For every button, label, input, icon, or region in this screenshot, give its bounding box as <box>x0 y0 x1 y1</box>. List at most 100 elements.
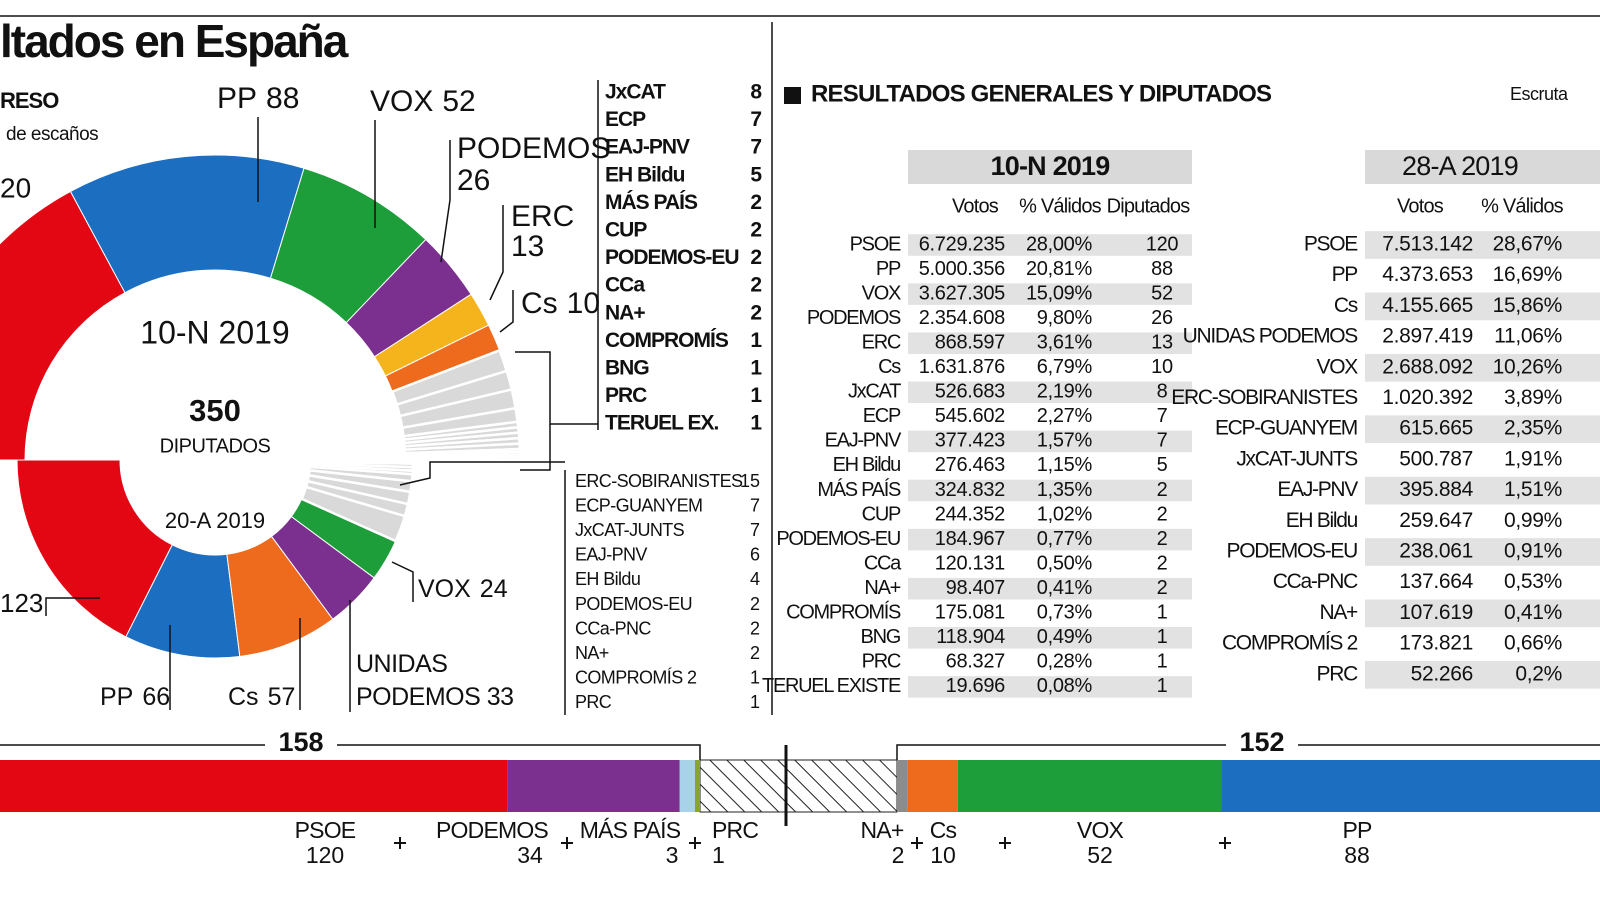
segment-label-part: Cs <box>521 287 558 320</box>
bloc-party-name: PSOE <box>295 817 356 843</box>
leader-line <box>440 140 451 263</box>
bloc-party-name: VOX <box>1077 817 1124 843</box>
minor-party-seats: 2 <box>750 274 762 297</box>
minor-party-name: ERC-SOBIRANISTES <box>575 471 743 491</box>
segment-label: Cs 10 <box>521 287 600 320</box>
row-label: NA+ <box>1319 601 1358 624</box>
section-heading: RESO <box>0 88 59 113</box>
segment-label-part: VOX <box>370 85 433 118</box>
ring-label: 20-A 2019 <box>165 508 265 533</box>
table-cell: 3.627.305 <box>919 282 1005 304</box>
bracket-line <box>399 461 565 486</box>
row-label: TERUEL EXISTE <box>762 675 901 697</box>
row-label: PODEMOS <box>807 307 901 329</box>
row-label: PRC <box>1317 662 1359 685</box>
table-cell: 15,86% <box>1493 294 1562 317</box>
plus-sign <box>561 837 573 849</box>
table-cell: 173.821 <box>1399 632 1473 655</box>
minor-party-name: COMPROMÍS 2 <box>575 668 697 688</box>
bloc-party-name: PRC <box>712 817 758 843</box>
minor-party-name: CCa-PNC <box>575 618 651 638</box>
minor-party-seats: 7 <box>750 495 760 515</box>
table-cell: 259.647 <box>1399 509 1473 532</box>
donut-segment <box>16 459 173 638</box>
row-label: CCa-PNC <box>1273 570 1358 593</box>
table-cell: 2,35% <box>1504 417 1562 440</box>
plus-sign <box>394 837 406 849</box>
minor-party-seats: 2 <box>750 643 760 663</box>
segment-label: PP 88 <box>217 82 299 115</box>
bloc-party-name: NA+ <box>861 817 904 843</box>
table-cell: 0,41% <box>1504 601 1562 624</box>
table-cell: 276.463 <box>935 454 1005 476</box>
row-label: EAJ-PNV <box>825 430 902 452</box>
table-title: 28-A 2019 <box>1402 151 1518 181</box>
minor-party-name: PRC <box>575 692 612 712</box>
row-shade <box>908 627 1192 649</box>
table-cell: 98.407 <box>946 577 1006 599</box>
bloc-party-seats: 88 <box>1344 842 1370 868</box>
table-cell: 0,41% <box>1037 577 1093 599</box>
segment-label-part: UNIDAS PODEMOS <box>356 650 481 711</box>
table-cell: 175.081 <box>935 602 1005 624</box>
table-cell: 68.327 <box>946 651 1006 673</box>
table-cell: 1,91% <box>1504 447 1562 470</box>
table-cell: 1.020.392 <box>1382 386 1473 409</box>
row-label: CCa <box>864 552 902 574</box>
plus-sign <box>689 837 701 849</box>
minor-party-name: PODEMOS-EU <box>575 594 692 614</box>
table-cell: 107.619 <box>1399 601 1473 624</box>
minor-party-name: EH Bildu <box>575 569 640 589</box>
table-cell: 7 <box>1157 405 1168 427</box>
table-cell: 377.423 <box>935 430 1005 452</box>
table-cell: 868.597 <box>935 331 1005 353</box>
table-cell: 395.884 <box>1399 478 1473 501</box>
table-cell: 6.729.235 <box>919 233 1005 255</box>
table-cell: 545.602 <box>935 405 1005 427</box>
row-label: ERC <box>862 331 901 353</box>
table-cell: 5.000.356 <box>919 258 1005 280</box>
table-cell: 2 <box>1157 577 1168 599</box>
table-cell: 0,28% <box>1037 651 1093 673</box>
bloc-party-seats: 52 <box>1087 842 1113 868</box>
table-cell: 500.787 <box>1399 447 1473 470</box>
row-shade <box>908 381 1192 404</box>
table-header-bg <box>908 150 1192 184</box>
row-label: ERC-SOBIRANISTES <box>1171 386 1358 409</box>
bloc-segment <box>1221 760 1600 812</box>
table-cell: 26 <box>1151 307 1173 329</box>
row-label: VOX <box>1317 355 1359 378</box>
row-shade <box>1365 476 1600 505</box>
column-header: % Válidos <box>1481 195 1564 217</box>
minor-party-seats: 15 <box>740 471 760 491</box>
bloc-party-seats: 34 <box>517 842 543 868</box>
table-cell: 324.832 <box>935 479 1005 501</box>
table-cell: 8 <box>1157 381 1168 403</box>
column-header: Votos <box>952 195 999 217</box>
minor-party-seats: 2 <box>750 594 760 614</box>
table-cell: 2.688.092 <box>1382 355 1473 378</box>
minor-party-name: CCa <box>605 274 645 297</box>
section-subheading: de escaños <box>6 124 98 145</box>
row-label: EAJ-PNV <box>1277 478 1358 501</box>
minor-party-name: TERUEL EX. <box>605 412 718 435</box>
minor-party-name: BNG <box>605 357 649 380</box>
bloc-party-name: PODEMOS <box>436 817 548 843</box>
table-cell: 526.683 <box>935 381 1005 403</box>
minor-party-seats: 1 <box>750 357 762 380</box>
bloc-segment <box>507 760 680 812</box>
table-cell: 10,26% <box>1493 355 1562 378</box>
page-title: ltados en España <box>0 15 349 67</box>
row-label: JxCAT-JUNTS <box>1236 447 1358 470</box>
segment-label: 20 <box>0 172 31 203</box>
table-cell: 0,08% <box>1037 675 1093 697</box>
minor-party-seats: 2 <box>750 219 762 242</box>
row-shade <box>908 283 1192 305</box>
ring-total: 350 <box>189 393 241 428</box>
row-label: EH Bildu <box>833 454 901 476</box>
bloc-bracket <box>896 744 1226 760</box>
bloc-segment <box>694 760 700 812</box>
table-cell: 6,79% <box>1037 356 1093 378</box>
bloc-bracket <box>337 744 701 760</box>
minor-party-name: JxCAT <box>605 81 666 104</box>
